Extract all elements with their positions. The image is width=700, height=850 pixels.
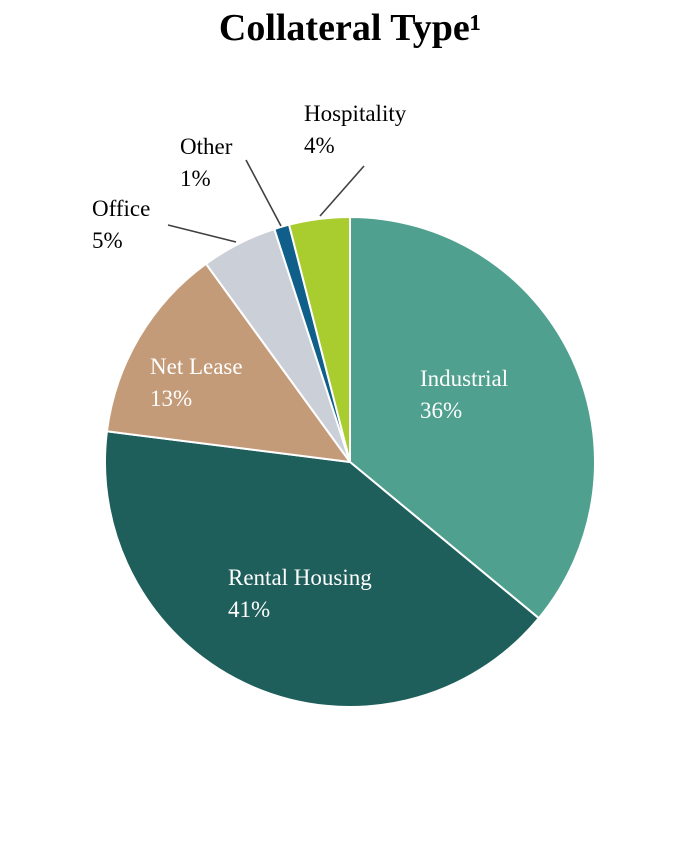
pie-slice-rental-housing (104, 430, 540, 708)
leader-line-office (167, 224, 237, 243)
slice-name-other: Other (180, 134, 233, 159)
slice-name-industrial: Industrial (420, 366, 508, 391)
slice-name-net-lease: Net Lease (150, 354, 243, 379)
pie-slice-hospitality (288, 216, 351, 463)
slice-name-rental-housing: Rental Housing (228, 565, 372, 590)
leader-line-other (245, 159, 282, 227)
slice-value-hospitality: 4% (304, 133, 335, 158)
slice-name-hospitality: Hospitality (304, 101, 407, 126)
slice-value-industrial: 36% (420, 398, 462, 423)
pie-slice-industrial (349, 216, 596, 620)
slice-value-net-lease: 13% (150, 386, 192, 411)
slice-value-office: 5% (92, 228, 123, 253)
pie-slice-net-lease (105, 262, 351, 463)
slice-value-other: 1% (180, 166, 211, 191)
leader-lines (167, 159, 365, 243)
leader-line-hospitality (319, 165, 365, 217)
slice-value-rental-housing: 41% (228, 597, 270, 622)
slice-name-office: Office (92, 196, 150, 221)
slice-labels: Industrial 36% Rental Housing 41% Net Lease 1… (92, 101, 508, 622)
chart-title: Collateral Type¹ (218, 7, 482, 49)
pie-slices (104, 216, 596, 708)
